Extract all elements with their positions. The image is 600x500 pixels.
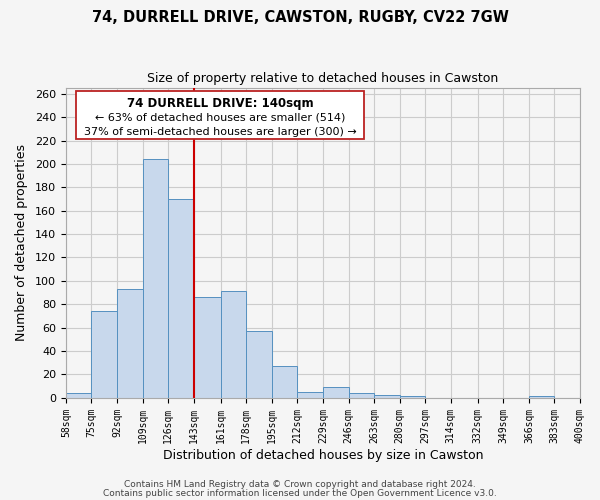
Bar — [91, 311, 117, 398]
Bar — [194, 297, 221, 398]
Text: 74 DURRELL DRIVE: 140sqm: 74 DURRELL DRIVE: 140sqm — [127, 96, 313, 110]
Bar — [246, 331, 272, 398]
Bar — [272, 366, 298, 398]
Bar — [374, 395, 400, 398]
Text: Contains HM Land Registry data © Crown copyright and database right 2024.: Contains HM Land Registry data © Crown c… — [124, 480, 476, 489]
X-axis label: Distribution of detached houses by size in Cawston: Distribution of detached houses by size … — [163, 450, 483, 462]
Text: ← 63% of detached houses are smaller (514): ← 63% of detached houses are smaller (51… — [95, 112, 346, 122]
Bar — [400, 396, 425, 398]
Bar — [168, 199, 194, 398]
Bar — [143, 160, 168, 398]
Text: Contains public sector information licensed under the Open Government Licence v3: Contains public sector information licen… — [103, 489, 497, 498]
Text: 37% of semi-detached houses are larger (300) →: 37% of semi-detached houses are larger (… — [84, 127, 356, 137]
Text: 74, DURRELL DRIVE, CAWSTON, RUGBY, CV22 7GW: 74, DURRELL DRIVE, CAWSTON, RUGBY, CV22 … — [92, 10, 508, 25]
Bar — [323, 387, 349, 398]
Bar — [529, 396, 554, 398]
Bar — [298, 392, 323, 398]
Bar — [66, 393, 91, 398]
Title: Size of property relative to detached houses in Cawston: Size of property relative to detached ho… — [148, 72, 499, 86]
Y-axis label: Number of detached properties: Number of detached properties — [15, 144, 28, 342]
Bar — [349, 393, 374, 398]
Bar — [117, 289, 143, 398]
Bar — [221, 292, 246, 398]
FancyBboxPatch shape — [76, 91, 364, 139]
